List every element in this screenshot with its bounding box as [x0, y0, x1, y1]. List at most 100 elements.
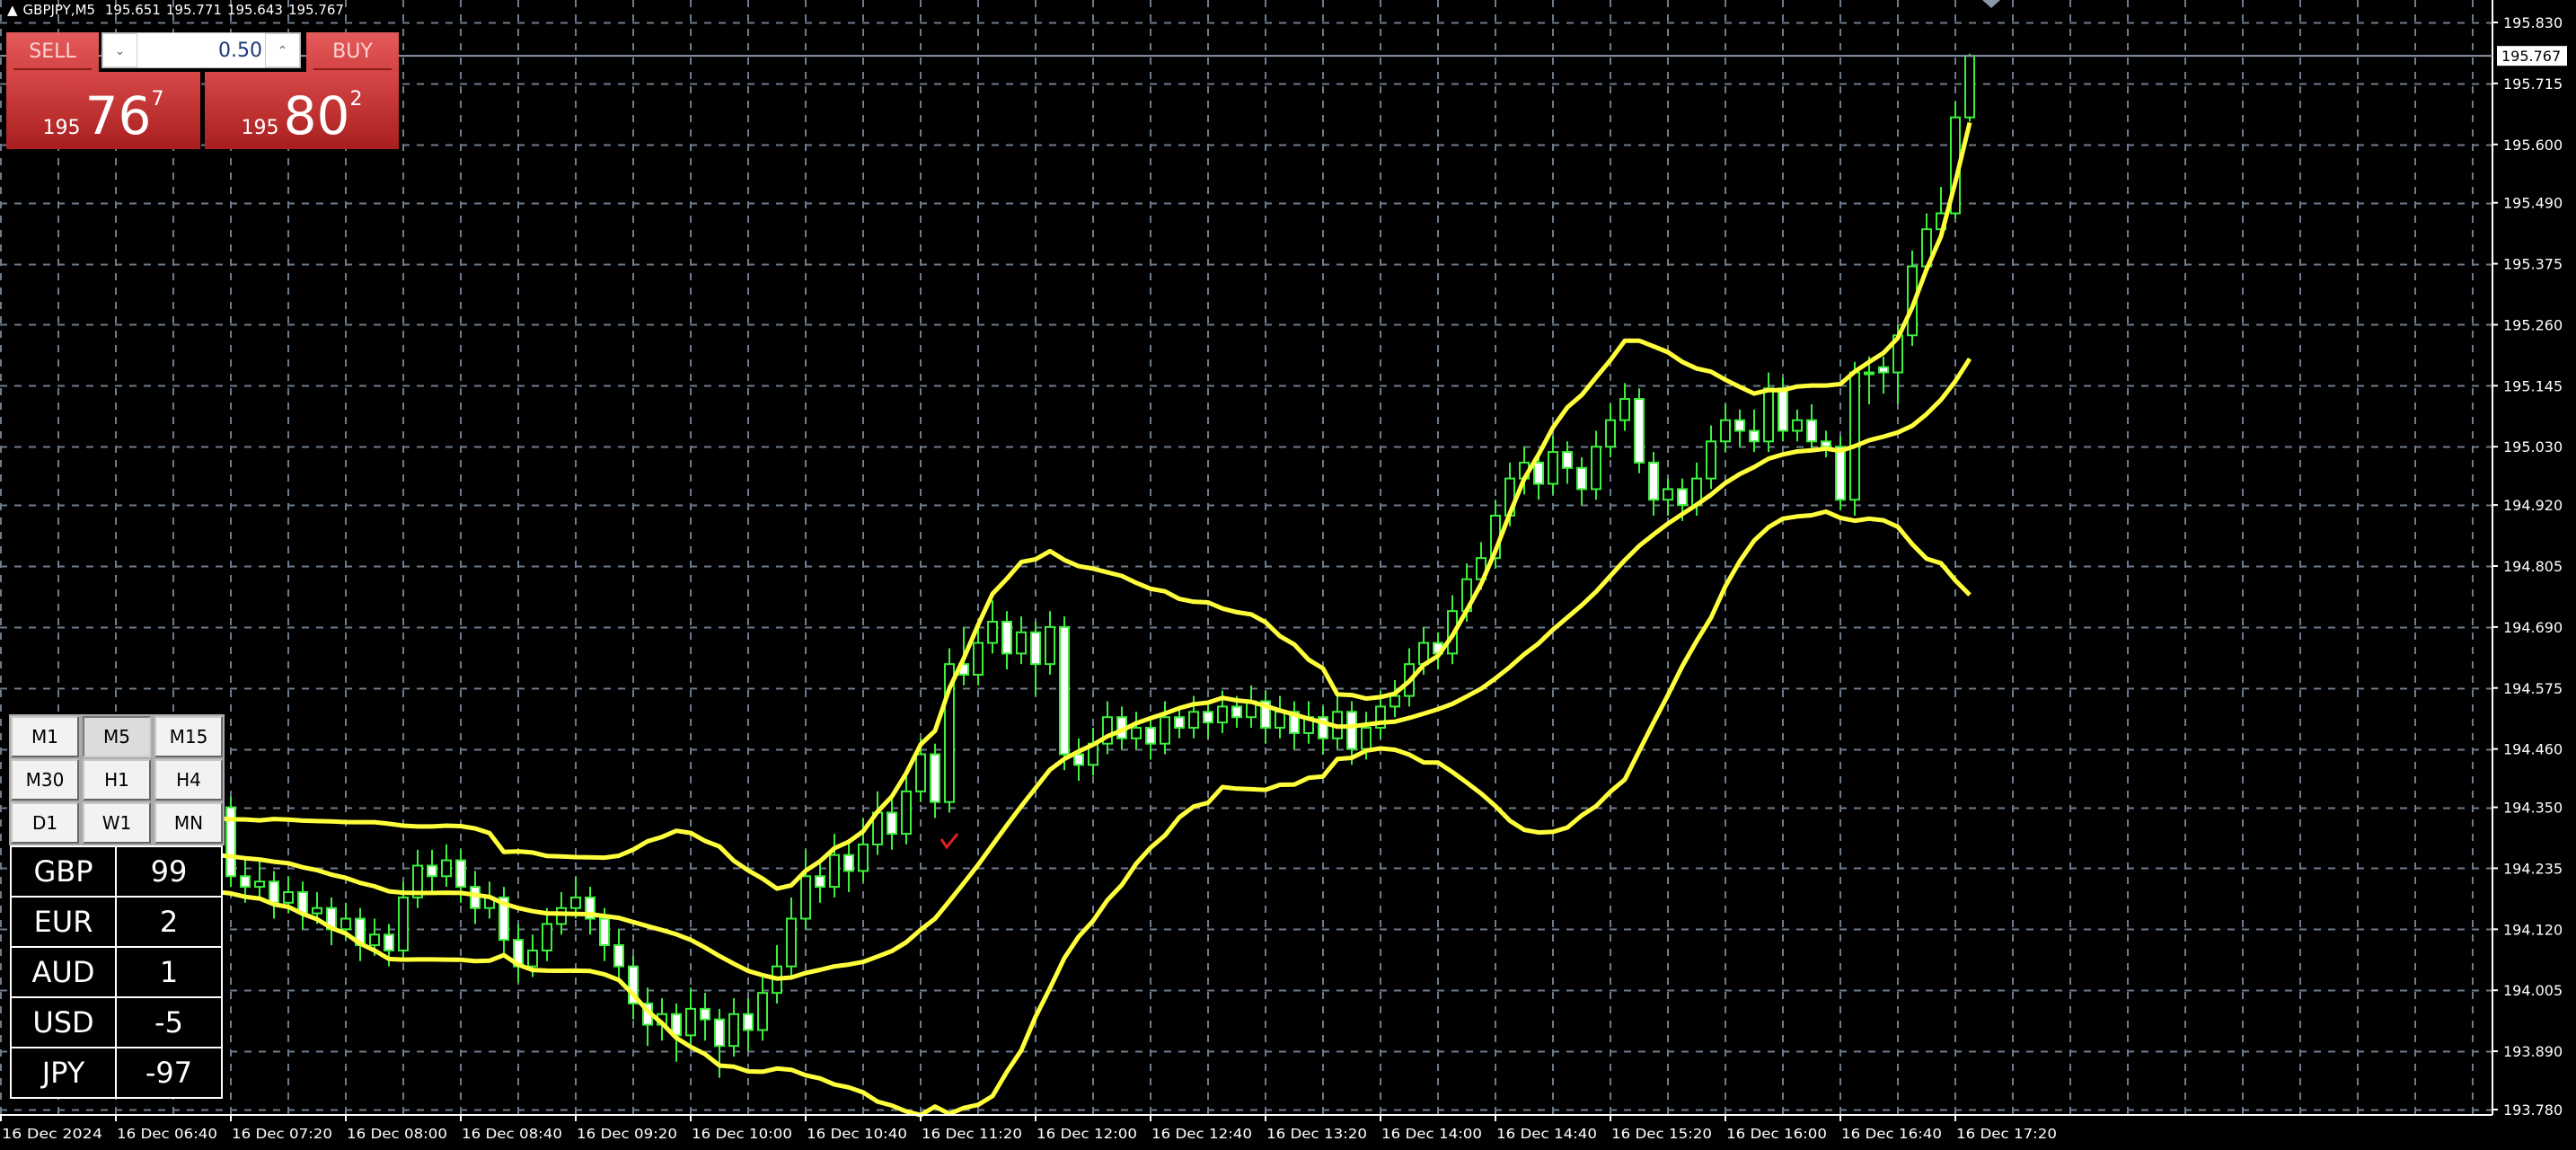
lot-size-stepper: ⌄ ⌃ [101, 32, 301, 68]
bollinger-middle-band [13, 357, 1972, 981]
candle-bullish [915, 753, 926, 792]
sell-button[interactable]: SELL [6, 32, 99, 72]
buy-button[interactable]: BUY [306, 32, 399, 72]
currency-row: USD -5 [10, 996, 223, 1048]
chart-shift-marker-icon [1982, 0, 2000, 8]
timeframe-button-d1[interactable]: D1 [11, 802, 79, 844]
candle-bearish [1346, 711, 1357, 750]
candle-bullish [1864, 371, 1875, 376]
candle-bullish [685, 1007, 696, 1037]
time-tick-label: 16 Dec 12:40 [1151, 1126, 1252, 1142]
candle-bullish [786, 917, 797, 968]
candle-bullish [283, 891, 294, 904]
candle-bullish [1361, 727, 1372, 750]
candle-bearish [930, 753, 940, 803]
timeframe-button-m5[interactable]: M5 [83, 716, 151, 757]
buy-price-prefix: 195 [241, 117, 279, 139]
candle-bullish [312, 907, 322, 915]
lot-size-input[interactable] [140, 35, 264, 66]
candle-bearish [427, 864, 437, 878]
time-tick-label: 16 Dec 13:20 [1266, 1126, 1367, 1142]
candle-bullish [800, 875, 811, 920]
candle-bullish [1720, 419, 1731, 443]
candle-bearish [1073, 753, 1084, 766]
timeframe-button-h4[interactable]: H4 [154, 759, 223, 801]
timeframe-button-m1[interactable]: M1 [11, 716, 79, 757]
candle-bearish [700, 1007, 710, 1021]
price-tick-label: 195.030 [2503, 438, 2563, 456]
candle-bearish [240, 875, 251, 889]
buy-price-pip: 2 [349, 88, 363, 111]
chevron-down-icon[interactable]: ⌄ [102, 33, 137, 67]
time-tick-label: 16 Dec 17:20 [1956, 1126, 2057, 1142]
candle-bearish [1145, 727, 1156, 745]
candle-bullish [1217, 705, 1228, 724]
time-tick-label: 16 Dec 10:40 [807, 1126, 907, 1142]
one-click-trading-panel: SELL BUY 195 767 195 802 ⌄ ⌃ [6, 32, 399, 149]
price-tick-label: 195.830 [2503, 14, 2563, 31]
price-tick-label: 194.690 [2503, 619, 2563, 636]
buy-price-main: 80 [283, 85, 350, 146]
candle-bearish [1634, 398, 1645, 464]
price-tick-label: 195.260 [2503, 316, 2563, 333]
sell-price-button[interactable]: 195 767 [6, 72, 200, 149]
candle-bearish [1318, 716, 1328, 739]
chart-header: ▲ GBPJPY,M5 195.651 195.771 195.643 195.767 [7, 2, 349, 18]
high-price: 195.771 [165, 2, 222, 18]
buy-label: BUY [332, 40, 373, 63]
time-tick-label: 16 Dec 16:40 [1841, 1126, 1942, 1142]
candle-bearish [1260, 700, 1271, 730]
timeframe-button-w1[interactable]: W1 [83, 802, 151, 844]
currency-row: EUR 2 [10, 896, 223, 948]
candle-bearish [743, 1013, 754, 1031]
currency-code: JPY [10, 1047, 117, 1099]
sell-label: SELL [29, 40, 76, 63]
price-axis: 195.830 195.715 195.600 195.490 195.375 195.2… [0, 0, 2567, 1119]
price-tick-label: 195.600 [2503, 137, 2563, 154]
candle-bullish [570, 896, 581, 909]
time-tick-label: 16 Dec 06:40 [117, 1126, 217, 1142]
price-tick-label: 194.575 [2503, 680, 2563, 697]
candle-bullish [1160, 716, 1170, 745]
currency-strength-value: 1 [115, 946, 223, 998]
candle-bullish [527, 949, 538, 968]
candle-bearish [1576, 466, 1587, 491]
candle-bullish [1763, 387, 1774, 443]
candle-bullish [1964, 55, 1975, 119]
candle-bullish [944, 663, 955, 803]
candle-bullish [1591, 446, 1601, 491]
candle-bearish [1174, 716, 1185, 730]
sell-price-prefix: 195 [42, 117, 81, 139]
candle-bullish [369, 933, 380, 947]
timeframe-button-mn[interactable]: MN [154, 802, 223, 844]
candle-bearish [1001, 620, 1012, 655]
candle-bullish [728, 1013, 739, 1048]
time-tick-label: 16 Dec 09:20 [577, 1126, 677, 1142]
candle-bearish [455, 859, 466, 889]
timeframe-button-m15[interactable]: M15 [154, 716, 223, 757]
bollinger-upper-band [13, 121, 1972, 891]
timeframe-button-m30[interactable]: M30 [11, 759, 79, 801]
buy-price-button[interactable]: 195 802 [205, 72, 399, 149]
time-tick-label: 16 Dec 08:00 [347, 1126, 447, 1142]
candle-bullish [1016, 631, 1027, 655]
price-tick-label: 194.005 [2503, 982, 2563, 999]
candle-bullish [1663, 488, 1673, 501]
candle-bearish [1734, 419, 1745, 432]
candle-bullish [1792, 419, 1803, 432]
candle-bullish [1619, 398, 1630, 421]
chevron-up-icon[interactable]: ⌃ [265, 33, 300, 67]
candle-bullish [1706, 440, 1716, 480]
candle-bearish [714, 1018, 725, 1048]
candle-bullish [542, 923, 552, 951]
triangle-up-icon[interactable]: ▲ [7, 2, 18, 18]
candle-bearish [1778, 387, 1788, 432]
timeframe-button-h1[interactable]: H1 [83, 759, 151, 801]
candle-bearish [384, 933, 394, 951]
price-tick-label: 194.235 [2503, 860, 2563, 877]
candle-bearish [1231, 705, 1242, 719]
time-axis: 16 Dec 2024 16 Dec 06:40 16 Dec 07:20 16 De… [0, 1114, 2492, 1142]
candle-bearish [498, 896, 509, 942]
time-tick-label: 16 Dec 08:40 [462, 1126, 562, 1142]
